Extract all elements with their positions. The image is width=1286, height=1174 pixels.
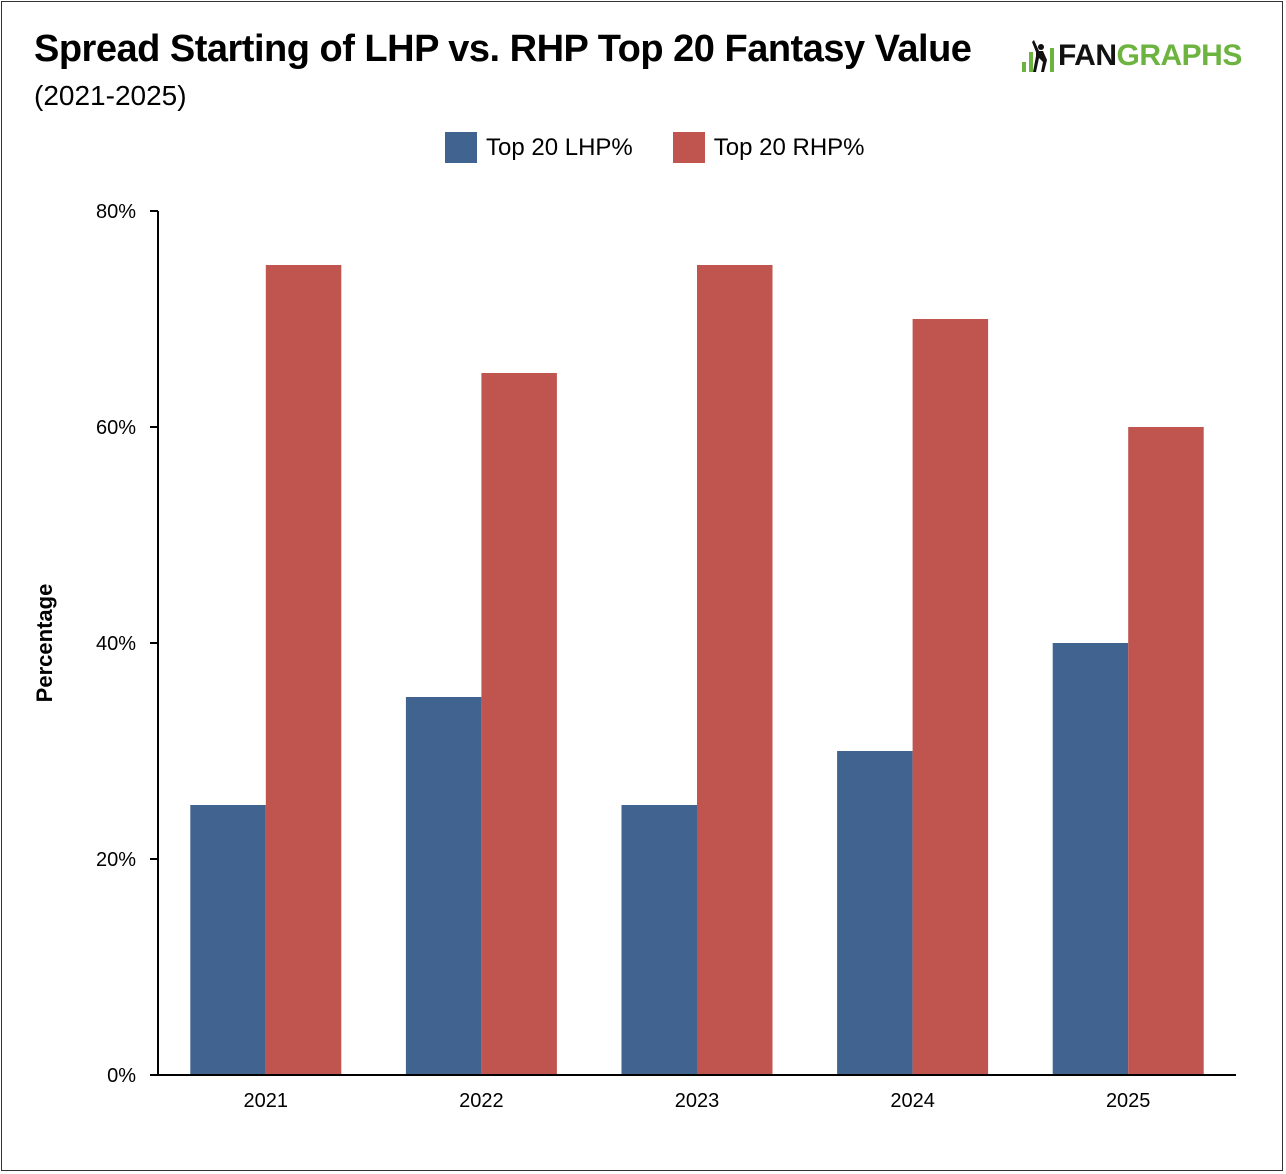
bar-lhp-2025	[1052, 643, 1129, 1075]
bar-rhp-2021	[265, 265, 342, 1075]
bar-rhp-2023	[697, 265, 773, 1075]
legend-swatch-rhp	[672, 132, 705, 163]
chart-title: Spread Starting of LHP vs. RHP Top 20 Fa…	[34, 28, 972, 70]
fangraphs-logo: FAN GRAPHS	[1020, 36, 1242, 76]
x-tick-label: 2025	[1106, 1090, 1151, 1112]
bar-rhp-2024	[912, 319, 989, 1075]
bar-rhp-2022	[481, 373, 557, 1075]
bar-lhp-2023	[621, 805, 697, 1075]
bar-lhp-2021	[190, 805, 266, 1075]
legend-swatch-lhp	[445, 132, 477, 163]
bar-lhp-2022	[405, 697, 482, 1075]
bar-rhp-2025	[1128, 427, 1204, 1075]
logo-fan-text: FAN	[1058, 39, 1117, 72]
bars-group	[190, 265, 1204, 1075]
chart-subtitle: (2021-2025)	[34, 80, 187, 111]
x-tick-label: 2021	[244, 1090, 289, 1112]
x-ticks-group: 2021 2022 2023 2024 2025	[244, 1090, 1151, 1112]
x-tick-label: 2024	[890, 1090, 935, 1112]
y-tick-label: 20%	[96, 849, 136, 871]
legend-item-lhp: Top 20 LHP%	[445, 132, 633, 163]
x-tick-label: 2022	[459, 1090, 504, 1112]
legend-label-lhp: Top 20 LHP%	[486, 133, 633, 161]
y-tick-label: 60%	[96, 417, 136, 439]
bar-lhp-2024	[837, 751, 913, 1075]
y-tick-label: 40%	[96, 633, 136, 655]
batter-icon	[1022, 40, 1054, 72]
y-ticks-group: 0% 20% 40% 60% 80%	[96, 201, 158, 1087]
legend-label-rhp: Top 20 RHP%	[713, 133, 865, 161]
legend-item-rhp: Top 20 RHP%	[672, 132, 865, 163]
logo-graphs-text: GRAPHS	[1116, 39, 1243, 72]
legend: Top 20 LHP% Top 20 RHP%	[445, 132, 905, 163]
y-tick-label: 0%	[107, 1065, 136, 1087]
y-tick-label: 80%	[96, 201, 136, 223]
y-axis-title: Percentage	[32, 584, 57, 703]
x-tick-label: 2023	[675, 1090, 720, 1112]
